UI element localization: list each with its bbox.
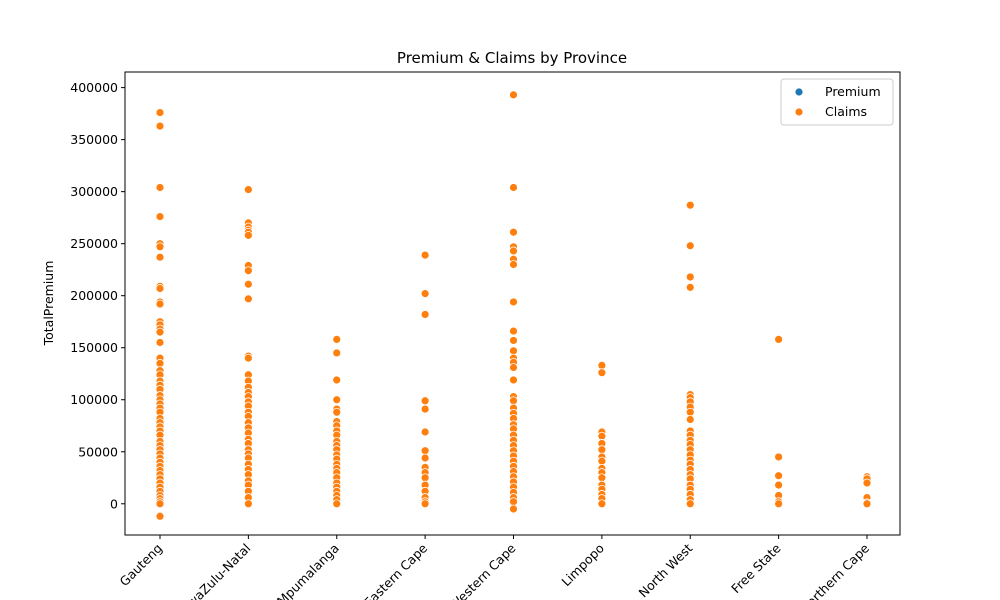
claims-point — [509, 246, 518, 256]
claims-point — [597, 361, 607, 370]
points-layer — [155, 90, 872, 521]
claims-point — [509, 346, 518, 356]
claims-point — [685, 499, 695, 509]
claims-point — [243, 353, 253, 363]
claims-point — [243, 279, 253, 289]
claims-point — [509, 183, 518, 192]
claims-point — [509, 363, 518, 372]
claims-point — [420, 499, 430, 509]
legend-marker-premium — [794, 87, 804, 97]
y-tick-label-0: 0 — [110, 496, 118, 511]
claims-point — [774, 334, 784, 344]
claims-point — [509, 90, 518, 100]
claims-point — [509, 504, 518, 514]
y-tick-label-300000: 300000 — [70, 184, 118, 199]
claims-point — [597, 473, 607, 483]
claims-point — [685, 407, 695, 417]
chart-title: Premium & Claims by Province — [397, 49, 627, 67]
claims-point — [597, 431, 607, 441]
claims-point — [332, 348, 342, 358]
claims-point — [155, 183, 165, 192]
claims-point — [155, 121, 165, 131]
claims-point — [597, 499, 607, 509]
claims-point — [597, 445, 607, 455]
plot-frame — [124, 71, 901, 536]
y-tick-label-150000: 150000 — [70, 340, 118, 355]
claims-point — [243, 266, 253, 276]
claims-point — [509, 336, 518, 345]
claims-point — [420, 453, 430, 463]
claims-point — [243, 185, 253, 194]
claims-point — [332, 395, 342, 405]
claims-point — [243, 499, 253, 509]
claims-point — [509, 375, 518, 385]
claims-point — [332, 375, 342, 385]
claims-point — [155, 108, 165, 117]
claims-point — [155, 327, 165, 337]
claims-point — [155, 338, 165, 347]
claims-point — [155, 242, 165, 252]
series-claims — [155, 90, 872, 521]
claims-point — [155, 212, 165, 222]
claims-point — [774, 480, 784, 490]
claims-point — [332, 407, 342, 417]
legend-label-claims: Claims — [825, 104, 867, 119]
claims-point — [155, 252, 165, 262]
claims-point — [420, 404, 430, 414]
claims-point — [774, 471, 784, 481]
legend-box — [780, 78, 894, 126]
y-axis-label: TotalPremium — [41, 261, 56, 347]
claims-point — [685, 241, 695, 251]
claims-point — [420, 427, 430, 437]
legend-label-premium: Premium — [825, 84, 881, 99]
claims-point — [685, 272, 695, 282]
claims-point — [155, 511, 165, 521]
claims-point — [420, 310, 430, 319]
claims-point — [420, 250, 430, 260]
claims-point — [420, 473, 430, 483]
y-tick-label-350000: 350000 — [70, 132, 118, 147]
legend: Premium Claims — [780, 78, 894, 126]
claims-point — [597, 368, 607, 378]
y-tick-label-50000: 50000 — [78, 444, 118, 459]
claims-point — [420, 289, 430, 299]
claims-point — [509, 497, 518, 507]
claims-point — [332, 334, 342, 344]
y-tick-label-250000: 250000 — [70, 236, 118, 251]
claims-point — [509, 297, 518, 307]
claims-point — [597, 456, 607, 466]
legend-marker-claims — [794, 107, 804, 117]
claims-point — [420, 446, 430, 456]
claims-point — [862, 499, 872, 509]
claims-point — [155, 499, 165, 509]
claims-point — [862, 478, 872, 488]
claims-point — [509, 227, 518, 237]
claims-point — [332, 499, 342, 509]
claims-point — [155, 284, 165, 293]
claims-point — [243, 230, 253, 240]
claims-point — [155, 358, 165, 368]
claims-point — [685, 415, 695, 424]
y-tick-label-100000: 100000 — [70, 392, 118, 407]
y-axis: 0 50000 100000 150000 200000 250000 300000 3500… — [70, 80, 125, 511]
claims-point — [420, 396, 430, 406]
y-tick-label-400000: 400000 — [70, 80, 118, 95]
y-tick-label-200000: 200000 — [70, 288, 118, 303]
claims-point — [155, 299, 165, 309]
claims-point — [685, 282, 695, 292]
claims-point — [509, 326, 518, 336]
claims-point — [243, 294, 253, 304]
claims-point — [509, 396, 518, 406]
claims-point — [774, 499, 784, 509]
claims-point — [509, 260, 518, 269]
claims-point — [774, 452, 784, 462]
claims-point — [685, 200, 695, 210]
